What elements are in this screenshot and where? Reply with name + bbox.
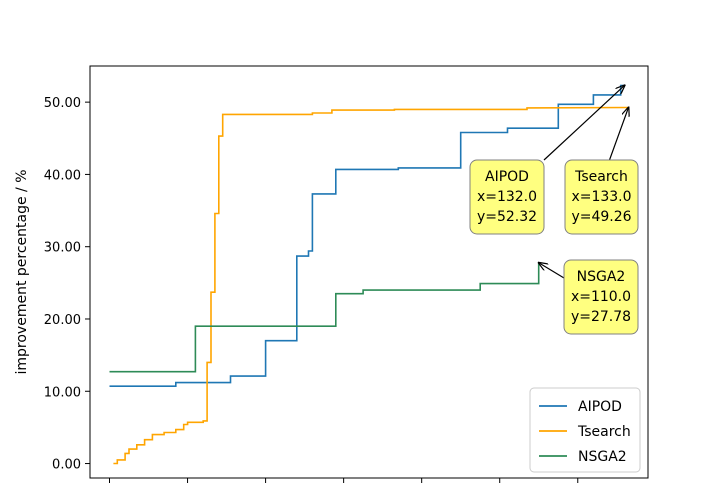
series-line-aipod	[109, 84, 625, 387]
annotation-text: NSGA2	[577, 269, 626, 285]
annotation-box	[469, 159, 545, 235]
annotation-box	[563, 259, 639, 335]
legend-label-aipod: AIPOD	[578, 399, 622, 415]
annotation-arrow	[608, 107, 629, 161]
annotation-box	[564, 159, 639, 235]
legend-box	[529, 387, 641, 473]
annotations: AIPOD x=132.0 y=52.32 Tsearch x=133.0 y=49.26…	[469, 85, 639, 335]
y-axis-label: improvement percentage / %	[14, 169, 30, 374]
y-tick-label: 30.00	[44, 241, 81, 256]
annotation-text: AIPOD	[485, 169, 529, 185]
annotation-text: y=52.32	[477, 209, 537, 225]
y-tick-label: 10.00	[44, 385, 81, 400]
annotation-text: x=133.0	[571, 189, 631, 205]
annotation-arrow	[543, 85, 625, 161]
plot-frame	[89, 65, 649, 479]
annotation-text: x=132.0	[477, 189, 537, 205]
annotation-text: y=49.26	[571, 209, 631, 225]
series-lines	[109, 84, 629, 465]
annotation-text: Tsearch	[574, 169, 628, 185]
legend: AIPOD Tsearch NSGA2	[529, 387, 641, 473]
y-tick-label: 20.00	[44, 313, 81, 328]
annotation-nsga2: NSGA2 x=110.0 y=27.78	[539, 259, 639, 335]
annotation-text: x=110.0	[571, 289, 631, 305]
annotation-arrow	[539, 263, 565, 279]
y-tick-label: 50.00	[44, 96, 81, 111]
axis-ticks: 0.00 10.00 20.00 30.00 40.00 50.00	[44, 96, 579, 483]
series-line-tsearch	[113, 106, 629, 465]
annotation-tsearch: Tsearch x=133.0 y=49.26	[564, 107, 639, 235]
legend-label-nsga2: NSGA2	[578, 449, 627, 465]
series-line-nsga2	[109, 262, 540, 373]
legend-label-tsearch: Tsearch	[577, 424, 631, 440]
annotation-aipod: AIPOD x=132.0 y=52.32	[469, 85, 625, 235]
y-tick-label: 40.00	[44, 168, 81, 183]
annotation-text: y=27.78	[571, 309, 631, 325]
y-tick-label: 0.00	[52, 458, 81, 473]
